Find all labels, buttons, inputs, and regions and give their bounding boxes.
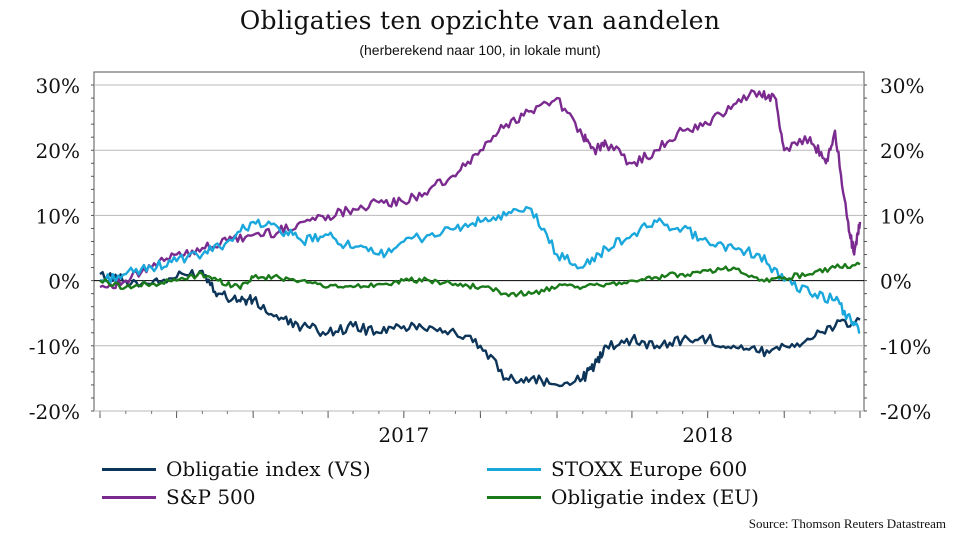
chart-title: Obligaties ten opzichte van aandelen xyxy=(239,6,721,35)
y-tick-label-right: -20% xyxy=(880,400,931,424)
y-tick-label-right: 10% xyxy=(880,204,924,228)
legend-swatch-eu-bond-index xyxy=(487,495,541,499)
legend-label-sp500: S&P 500 xyxy=(166,485,256,509)
series-line-0 xyxy=(99,269,861,388)
y-tick-label-left: 20% xyxy=(36,139,80,163)
y-tick-label-left: -10% xyxy=(29,335,80,359)
y-tick-label-right: -10% xyxy=(880,335,931,359)
y-tick-label-left: -20% xyxy=(29,400,80,424)
plot-frame xyxy=(93,71,865,412)
legend-swatch-us-bond-index xyxy=(102,467,156,471)
x-tick-label: 2017 xyxy=(378,423,429,447)
legend-item-us-bond-index: Obligatie index (VS) xyxy=(102,457,371,481)
y-tick-label-right: 0% xyxy=(880,270,912,294)
legend-label-us-bond-index: Obligatie index (VS) xyxy=(166,457,371,481)
legend-label-stoxx600: STOXX Europe 600 xyxy=(551,457,748,481)
legend-label-eu-bond-index: Obligatie index (EU) xyxy=(551,485,759,509)
series-line-2 xyxy=(99,205,861,334)
legend-swatch-stoxx600 xyxy=(487,467,541,471)
y-tick-label-left: 10% xyxy=(36,204,80,228)
series-line-3 xyxy=(99,261,861,298)
legend-item-eu-bond-index: Obligatie index (EU) xyxy=(487,485,759,509)
legend-item-sp500: S&P 500 xyxy=(102,485,256,509)
legend-item-stoxx600: STOXX Europe 600 xyxy=(487,457,747,481)
y-tick-label-left: 30% xyxy=(36,74,80,98)
y-tick-label-left: 0% xyxy=(48,270,80,294)
y-tick-label-right: 20% xyxy=(880,139,924,163)
y-tick-label-right: 30% xyxy=(880,74,924,98)
series-line-1 xyxy=(99,89,862,290)
chart-subtitle: (herberekend naar 100, in lokale munt) xyxy=(359,42,601,58)
x-tick-label: 2018 xyxy=(682,423,733,447)
legend-swatch-sp500 xyxy=(102,495,156,499)
source-note: Source: Thomson Reuters Datastream xyxy=(748,516,946,531)
